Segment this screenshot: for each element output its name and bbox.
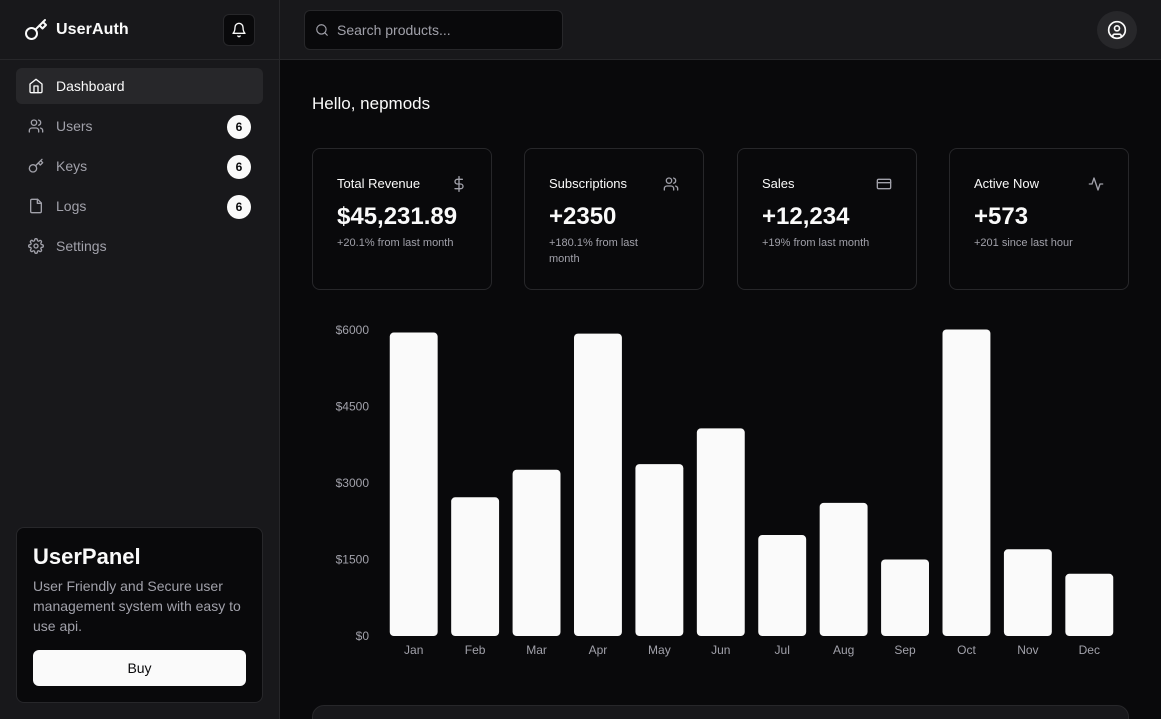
bar-may[interactable] <box>635 464 684 636</box>
bar-jul[interactable] <box>758 535 807 636</box>
x-tick-label: Nov <box>1017 643 1038 657</box>
bar-nov[interactable] <box>1003 549 1052 636</box>
stat-card-sales: Sales +12,234 +19% from last month <box>737 148 917 290</box>
credit-card-icon <box>876 176 892 192</box>
stat-card-subscriptions: Subscriptions +2350 +180.1% from last mo… <box>524 148 704 290</box>
y-tick-label: $1500 <box>336 553 370 567</box>
x-tick-label: Jun <box>711 643 730 657</box>
key-icon <box>28 158 44 174</box>
promo-title: UserPanel <box>33 544 141 569</box>
gear-icon <box>28 238 44 254</box>
card-subtext: +19% from last month <box>762 237 870 249</box>
count-badge: 6 <box>227 155 251 179</box>
card-title: Active Now <box>974 176 1040 191</box>
card-title: Sales <box>762 176 795 191</box>
sidebar-item-label: Users <box>56 118 93 134</box>
revenue-bar-chart: $0 $1500 $3000 $4500 $6000 Jan Feb Mar Apr May Jun… <box>336 323 1114 657</box>
y-tick-label: $3000 <box>336 476 370 490</box>
bell-icon <box>231 22 247 38</box>
sidebar-item-users[interactable]: Users 6 <box>16 108 263 144</box>
bottom-panel <box>312 705 1129 719</box>
bar-oct[interactable] <box>942 329 991 636</box>
stat-card-active: Active Now +573 +201 since last hour <box>949 148 1129 290</box>
bar-jun[interactable] <box>696 428 745 636</box>
file-icon <box>28 198 44 214</box>
y-tick-label: $6000 <box>336 323 370 337</box>
bar-sep[interactable] <box>881 559 929 637</box>
users-icon <box>28 118 44 134</box>
x-tick-label: Feb <box>465 643 486 657</box>
search-input[interactable] <box>337 22 547 38</box>
user-circle-icon <box>1107 20 1127 40</box>
sidebar-nav: Dashboard Users 6 Keys 6 <box>0 60 279 264</box>
x-tick-label: Jan <box>404 643 423 657</box>
card-subtext: +180.1% from last month <box>549 237 638 265</box>
card-title: Total Revenue <box>337 176 421 191</box>
search-box[interactable] <box>304 10 563 50</box>
dollar-icon <box>451 176 467 192</box>
sidebar-item-label: Logs <box>56 198 87 214</box>
sidebar-item-label: Settings <box>56 238 107 254</box>
activity-icon <box>1088 176 1104 192</box>
count-badge: 6 <box>227 115 251 139</box>
count-badge: 6 <box>227 195 251 219</box>
x-tick-label: Mar <box>526 643 547 657</box>
card-value: $45,231.89 <box>337 203 458 230</box>
x-tick-label: Sep <box>894 643 916 657</box>
notifications-button[interactable] <box>223 14 255 46</box>
bar-aug[interactable] <box>819 502 868 636</box>
stat-card-revenue: Total Revenue $45,231.89 +20.1% from las… <box>312 148 492 290</box>
y-tick-label: $0 <box>356 629 370 643</box>
card-value: +573 <box>974 203 1029 230</box>
x-tick-label: Apr <box>589 643 608 657</box>
promo-card: UserPanel User Friendly and Secure user … <box>16 527 263 703</box>
greeting: Hello, nepmods <box>312 94 431 113</box>
home-icon <box>28 78 44 94</box>
key-icon <box>24 18 48 42</box>
bar-mar[interactable] <box>512 469 561 636</box>
x-tick-label: Aug <box>833 643 854 657</box>
y-tick-label: $4500 <box>336 400 370 414</box>
card-subtext: +20.1% from last month <box>337 237 454 249</box>
sidebar: UserAuth Dashboard Users <box>0 0 280 719</box>
bar-jan[interactable] <box>389 332 438 636</box>
x-tick-label: Oct <box>957 643 976 657</box>
promo-description: User Friendly and Secure user management… <box>33 578 241 634</box>
sidebar-item-keys[interactable]: Keys 6 <box>16 148 263 184</box>
x-tick-label: May <box>648 643 671 657</box>
search-icon <box>315 23 329 37</box>
sidebar-item-logs[interactable]: Logs 6 <box>16 188 263 224</box>
bar-apr[interactable] <box>574 333 622 636</box>
users-icon <box>663 176 679 192</box>
x-tick-label: Dec <box>1079 643 1100 657</box>
sidebar-item-settings[interactable]: Settings <box>16 228 263 264</box>
buy-button[interactable]: Buy <box>33 650 246 686</box>
x-tick-label: Jul <box>775 643 790 657</box>
brand-header: UserAuth <box>0 0 279 60</box>
bar-dec[interactable] <box>1065 573 1114 636</box>
bar-feb[interactable] <box>451 497 500 636</box>
sidebar-item-dashboard[interactable]: Dashboard <box>16 68 263 104</box>
card-value: +12,234 <box>762 203 850 230</box>
top-header <box>280 0 1161 60</box>
sidebar-item-label: Dashboard <box>56 78 125 94</box>
brand-name: UserAuth <box>56 20 129 38</box>
card-title: Subscriptions <box>549 176 628 191</box>
card-value: +2350 <box>549 203 617 230</box>
user-menu-button[interactable] <box>1097 11 1137 49</box>
sidebar-item-label: Keys <box>56 158 88 174</box>
card-subtext: +201 since last hour <box>974 237 1073 249</box>
